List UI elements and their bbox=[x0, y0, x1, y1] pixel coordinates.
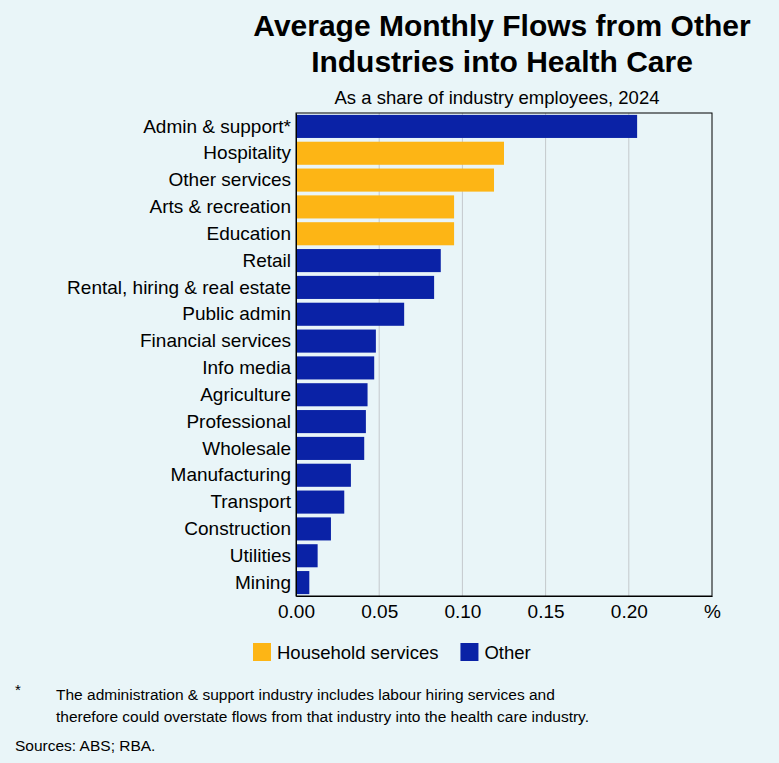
bar bbox=[296, 142, 504, 165]
tick: Transport bbox=[210, 491, 296, 512]
bar bbox=[296, 276, 434, 299]
legend-swatch bbox=[460, 643, 478, 661]
title: Industries into Health Care bbox=[311, 45, 693, 78]
footnote: therefore could overstate flows from tha… bbox=[56, 708, 589, 725]
tick: 0.10 bbox=[444, 596, 481, 622]
bar bbox=[296, 249, 441, 272]
chart: Average Monthly Flows from OtherIndustri… bbox=[0, 0, 779, 763]
tick: Utilities bbox=[230, 545, 296, 566]
category-label: Agriculture bbox=[200, 384, 291, 405]
category-label: Wholesale bbox=[202, 437, 291, 458]
category-label: Mining bbox=[235, 572, 291, 593]
tick: Retail bbox=[242, 250, 296, 271]
footnote-marker: * bbox=[15, 681, 21, 698]
bar bbox=[296, 410, 366, 433]
legend-label: Household services bbox=[277, 642, 438, 663]
grid-line bbox=[545, 113, 546, 596]
tick: 0.05 bbox=[361, 596, 398, 622]
bar bbox=[296, 169, 494, 192]
tick: Admin & support* bbox=[143, 115, 296, 136]
category-label: Hospitality bbox=[203, 142, 291, 163]
tick: 0.15 bbox=[528, 596, 565, 622]
title: Average Monthly Flows from Other bbox=[253, 9, 751, 42]
tick: Financial services bbox=[140, 330, 296, 351]
tick: 0.20 bbox=[611, 596, 648, 622]
tick: Construction bbox=[184, 518, 296, 539]
bar bbox=[296, 491, 344, 514]
bar bbox=[296, 115, 637, 138]
category-label: Education bbox=[206, 223, 291, 244]
bar bbox=[296, 571, 309, 594]
tick-label: 0.00 bbox=[278, 601, 315, 622]
y-axis: Admin & support* Hospitality Other service… bbox=[67, 114, 296, 597]
category-label: Utilities bbox=[230, 545, 291, 566]
source: Sources: ABS; RBA. bbox=[15, 737, 155, 754]
category-label: Other services bbox=[169, 169, 291, 190]
tick: Hospitality bbox=[203, 142, 296, 163]
category-label: Retail bbox=[242, 250, 291, 271]
tick: Manufacturing bbox=[171, 464, 296, 485]
bar bbox=[296, 517, 331, 540]
tick: % bbox=[704, 596, 721, 622]
subtitle: As a share of industry employees, 2024 bbox=[335, 87, 660, 108]
tick: Other services bbox=[169, 169, 296, 190]
bar bbox=[296, 464, 351, 487]
bar bbox=[296, 437, 364, 460]
category-label: Manufacturing bbox=[171, 464, 291, 485]
plot-area bbox=[296, 113, 712, 596]
category-label: Rental, hiring & real estate bbox=[67, 276, 291, 297]
background bbox=[0, 0, 779, 763]
category-label: Arts & recreation bbox=[150, 196, 292, 217]
x-axis: 0.00 0.05 0.10 0.15 0.20% bbox=[278, 596, 721, 622]
tick-label: % bbox=[704, 601, 721, 622]
plot-frame bbox=[296, 113, 712, 596]
bars bbox=[296, 115, 637, 594]
tick: Info media bbox=[202, 357, 296, 378]
tick: Wholesale bbox=[202, 437, 296, 458]
legend-label: Other bbox=[484, 642, 530, 663]
bar bbox=[296, 330, 376, 353]
tick: 0.00 bbox=[278, 596, 315, 622]
category-label: Transport bbox=[210, 491, 291, 512]
legend-swatch bbox=[253, 643, 271, 661]
category-label: Info media bbox=[202, 357, 291, 378]
tick: Public admin bbox=[182, 303, 296, 324]
category-label: Public admin bbox=[182, 303, 291, 324]
axis-line bbox=[297, 596, 713, 597]
tick: Education bbox=[206, 223, 296, 244]
category-label: Admin & support* bbox=[143, 115, 291, 136]
bar bbox=[296, 303, 404, 326]
tick-label: 0.10 bbox=[444, 601, 481, 622]
category-label: Professional bbox=[186, 411, 291, 432]
category-label: Financial services bbox=[140, 330, 291, 351]
bar bbox=[296, 356, 374, 379]
tick: Rental, hiring & real estate bbox=[67, 276, 296, 297]
category-label: Construction bbox=[184, 518, 291, 539]
bar bbox=[296, 544, 318, 567]
grid-line bbox=[628, 113, 629, 596]
tick-label: 0.15 bbox=[528, 601, 565, 622]
axis-line bbox=[296, 114, 297, 597]
tick: Arts & recreation bbox=[150, 196, 297, 217]
tick: Mining bbox=[235, 572, 296, 593]
tick-label: 0.05 bbox=[361, 601, 398, 622]
tick-label: 0.20 bbox=[611, 601, 648, 622]
tick: Agriculture bbox=[200, 384, 296, 405]
tick: Professional bbox=[186, 411, 296, 432]
bar bbox=[296, 383, 368, 406]
legend: Household services Other bbox=[253, 642, 531, 663]
bar bbox=[296, 222, 454, 245]
footnote: The administration & support industry in… bbox=[56, 686, 555, 703]
bar bbox=[296, 195, 454, 218]
